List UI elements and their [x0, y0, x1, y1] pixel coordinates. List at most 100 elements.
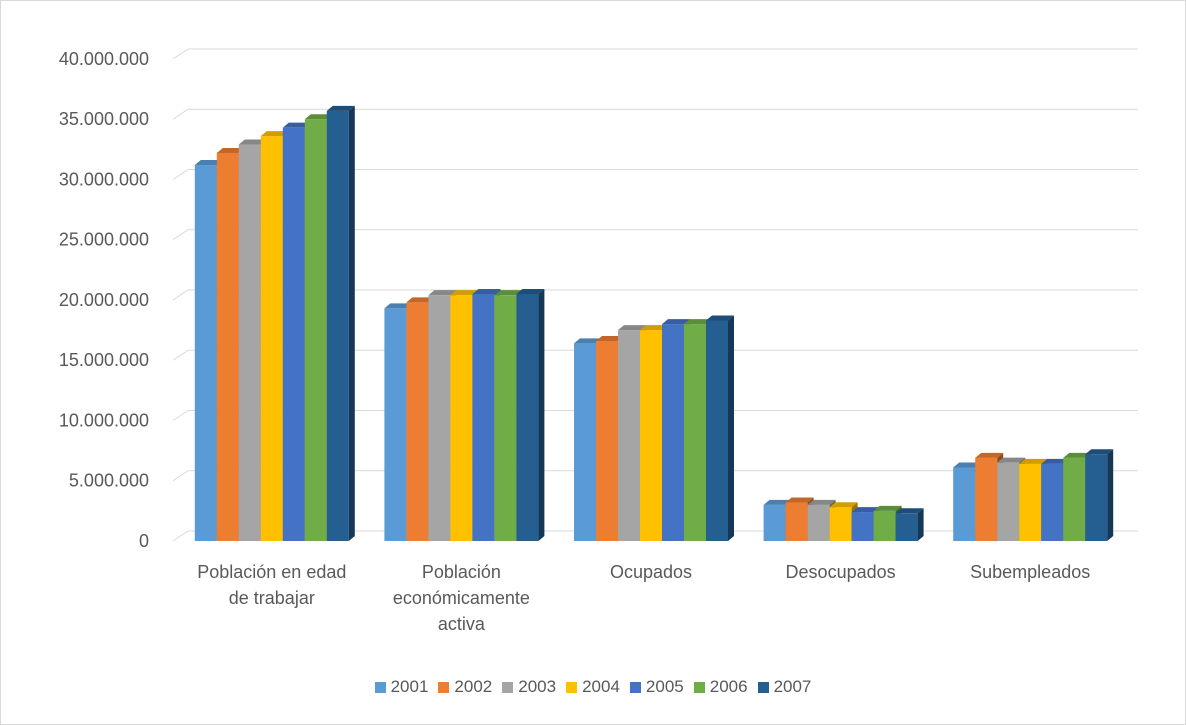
bar-front — [326, 110, 349, 541]
bar-front — [662, 324, 684, 541]
legend-label: 2002 — [454, 677, 493, 696]
bar — [706, 315, 734, 541]
y-tick-label: 35.000.000 — [59, 109, 149, 129]
y-tick-label: 0 — [139, 531, 149, 551]
legend-label: 2003 — [518, 677, 557, 696]
bar-front — [282, 127, 305, 541]
bar-side — [728, 315, 734, 541]
bar-front — [829, 507, 852, 541]
bar-front — [997, 462, 1020, 541]
grid-line — [172, 169, 1138, 180]
bar-top — [706, 315, 734, 321]
legend-item: 2006 — [693, 677, 748, 697]
bar-top — [1085, 449, 1114, 455]
bar-top — [873, 505, 902, 511]
y-tick-label: 15.000.000 — [59, 350, 149, 370]
bar-top — [975, 452, 1004, 458]
bar-top — [1019, 458, 1048, 464]
bar-front — [428, 295, 451, 541]
bar-top — [596, 335, 624, 341]
bar-top — [851, 507, 880, 513]
legend-item: 2004 — [566, 677, 620, 697]
grid-line — [172, 108, 1138, 120]
bar — [895, 508, 924, 541]
bar-top — [1063, 452, 1092, 458]
legend-swatch — [566, 681, 578, 693]
bar-front — [807, 504, 830, 541]
bar-front — [895, 513, 918, 541]
bar-side — [917, 508, 924, 541]
bar-top — [304, 114, 333, 120]
bar-side — [538, 288, 545, 541]
bar-front — [1085, 454, 1108, 541]
x-tick-label: Desocupados — [785, 562, 896, 582]
bar-top — [326, 105, 355, 111]
y-tick-label: 25.000.000 — [59, 230, 149, 250]
legend-swatch — [629, 681, 641, 693]
x-tick-label: Subempleados — [970, 562, 1091, 582]
legend-label: 2004 — [582, 677, 620, 696]
bar-front — [975, 457, 998, 541]
bar-top — [216, 147, 245, 153]
bar-front — [516, 293, 539, 541]
x-tick-label: Población en edad de trabajar — [197, 562, 347, 608]
legend-swatch — [502, 681, 514, 693]
bar-front — [574, 343, 596, 541]
bar-front — [450, 295, 473, 541]
bar-top — [238, 139, 267, 145]
bar-front — [640, 330, 662, 541]
bar-front — [238, 144, 261, 541]
bar-top — [895, 508, 924, 514]
bar-top — [997, 457, 1026, 463]
bar-front — [260, 136, 283, 541]
bar-top — [574, 338, 602, 344]
legend-item: 2002 — [438, 677, 492, 697]
bar-front — [384, 308, 407, 541]
bar-front — [618, 330, 640, 541]
grid-line — [172, 470, 1138, 482]
grid-line — [172, 349, 1138, 361]
bar — [516, 288, 545, 541]
bar-top — [640, 325, 668, 331]
bar-top — [1041, 458, 1070, 464]
bar-front — [953, 467, 976, 541]
bar-front — [1041, 463, 1064, 541]
bar-front — [1019, 463, 1042, 541]
bar-top — [260, 131, 289, 137]
bar-top — [662, 319, 690, 325]
bar-front — [194, 165, 217, 542]
grid-line — [172, 289, 1138, 301]
bar-front — [763, 504, 786, 541]
bar-side — [1107, 449, 1114, 541]
bar-top — [494, 290, 523, 296]
grid-line — [172, 410, 1138, 421]
legend-label: 2001 — [390, 677, 429, 696]
bar-front — [851, 512, 874, 541]
bar-top — [406, 297, 435, 303]
bar-top — [785, 497, 814, 503]
legend-item: 2005 — [629, 677, 684, 697]
bar-top — [384, 303, 413, 309]
y-tick-label: 5.000.000 — [69, 471, 149, 491]
y-tick-label: 30.000.000 — [59, 169, 149, 189]
bar-front — [873, 510, 896, 541]
bar — [326, 105, 355, 541]
bar-front — [684, 324, 706, 541]
bar-front — [472, 293, 495, 541]
legend-item: 2007 — [757, 677, 811, 697]
grid-line — [172, 229, 1138, 241]
bar-top — [282, 122, 311, 128]
bar-top — [763, 499, 792, 505]
bar-top — [953, 462, 982, 468]
bar-top — [516, 288, 545, 294]
legend: 2001 2002 2003 2004 2005 2006 2007 — [1, 677, 1185, 697]
legend-label: 2006 — [709, 677, 748, 696]
legend-item: 2001 — [374, 677, 429, 697]
legend-item: 2003 — [502, 677, 556, 697]
bar-front — [494, 295, 517, 541]
y-tick-label: 40.000.000 — [59, 49, 149, 69]
bar-side — [348, 105, 355, 541]
bar-front — [406, 302, 429, 541]
